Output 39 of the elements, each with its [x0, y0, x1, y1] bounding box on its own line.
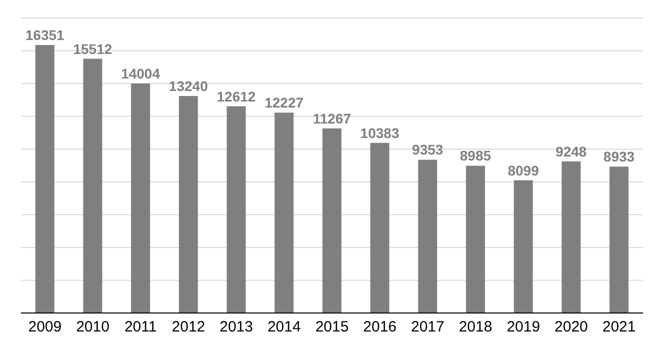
data-label: 8933 — [603, 148, 635, 165]
data-label: 11267 — [312, 110, 352, 126]
x-tick-label: 2017 — [411, 318, 444, 336]
bar — [322, 128, 342, 313]
data-label: 12227 — [264, 94, 304, 111]
data-label: 13240 — [168, 78, 208, 94]
x-tick-label: 2018 — [458, 318, 492, 336]
bar — [466, 166, 485, 313]
x-tick-label: 2010 — [76, 318, 110, 336]
bar — [178, 96, 198, 313]
x-tick-label: 2016 — [363, 318, 397, 336]
bar — [418, 160, 438, 313]
data-label: 9353 — [412, 142, 444, 158]
x-tick-label: 2021 — [602, 318, 636, 336]
bar — [226, 106, 246, 313]
data-label: 8099 — [508, 162, 540, 178]
data-label: 14004 — [121, 65, 160, 82]
bar — [83, 58, 102, 313]
x-tick-label: 2014 — [267, 318, 301, 336]
bar — [610, 166, 629, 313]
x-tick-label: 2009 — [28, 318, 62, 336]
bar — [35, 45, 54, 313]
data-label: 15512 — [73, 40, 112, 57]
x-tick-label: 2020 — [554, 318, 588, 336]
x-tick-label: 2011 — [124, 318, 157, 336]
x-tick-label: 2013 — [220, 318, 253, 336]
data-label: 9248 — [556, 143, 587, 160]
x-tick-label: 2019 — [506, 318, 540, 336]
bar — [514, 180, 533, 313]
data-label: 16351 — [25, 27, 65, 44]
x-tick-label: 2012 — [172, 318, 206, 336]
data-label: 8985 — [460, 148, 492, 164]
data-label: 10383 — [360, 124, 400, 141]
data-label: 12612 — [216, 88, 256, 104]
x-tick-label: 2015 — [315, 318, 349, 336]
bar — [131, 83, 150, 313]
bar — [274, 112, 294, 313]
bar — [370, 142, 390, 313]
bar — [562, 161, 581, 313]
